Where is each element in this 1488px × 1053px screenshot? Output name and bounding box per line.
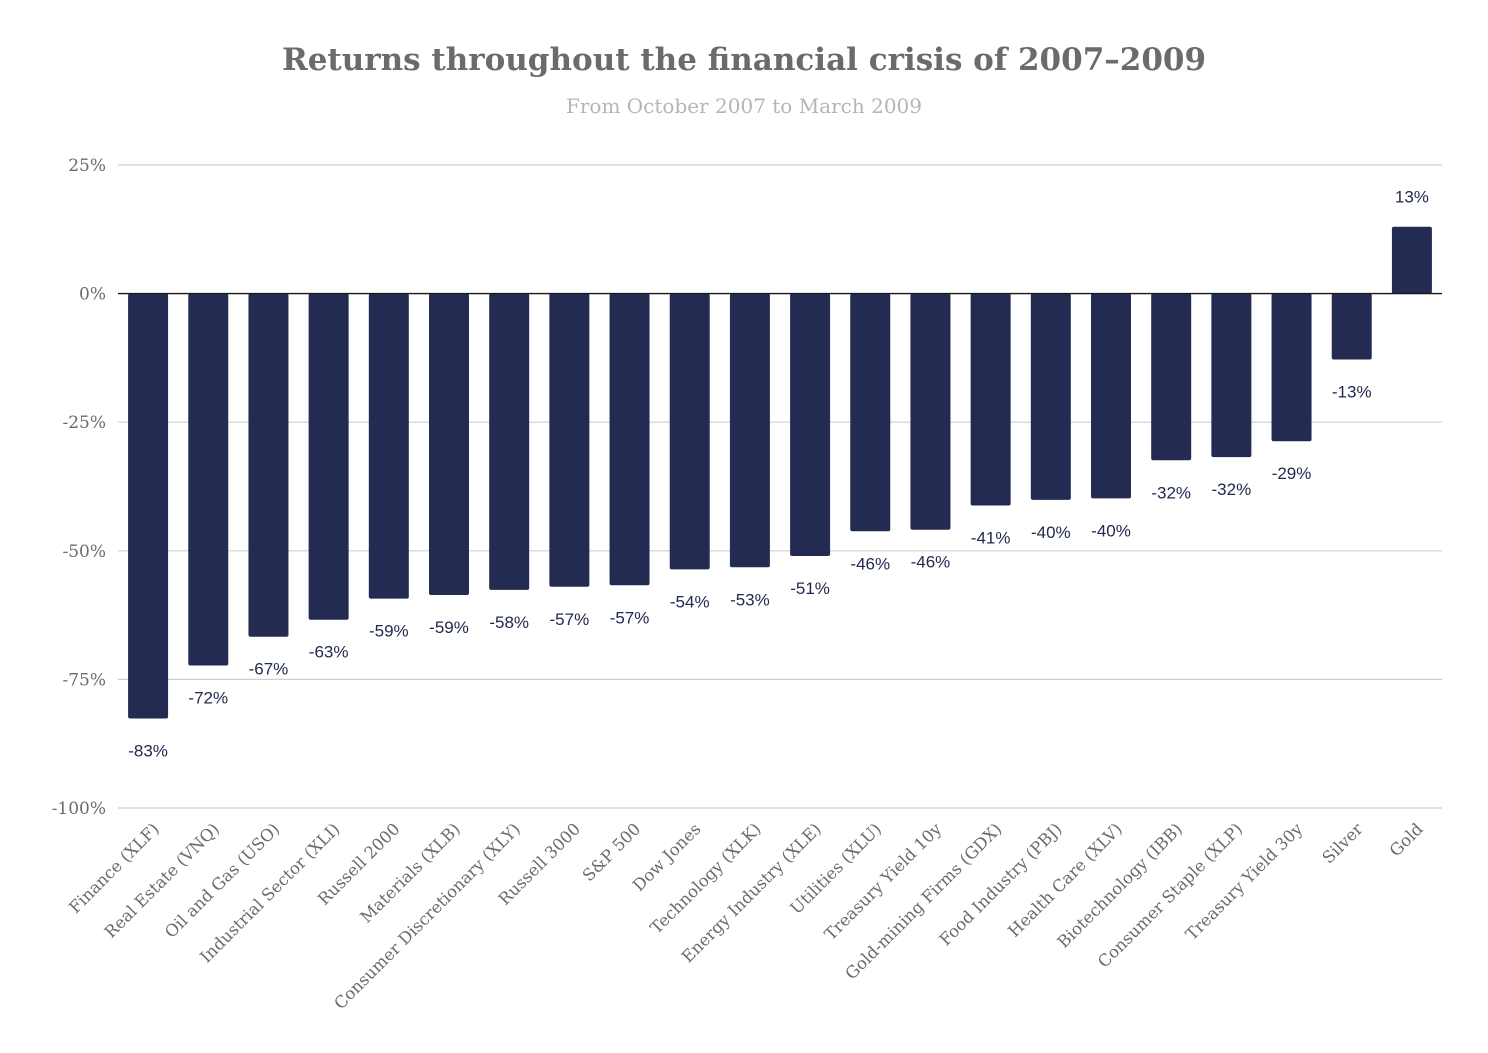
y-tick-label: -50% — [62, 542, 106, 562]
bar — [729, 293, 770, 568]
bar — [128, 293, 169, 719]
data-label: -63% — [309, 643, 349, 662]
bar — [368, 293, 409, 599]
bar — [1091, 293, 1131, 499]
data-label: -40% — [1091, 521, 1131, 540]
x-category-label: Oil and Gas (USO) — [161, 819, 283, 941]
data-label: -13% — [1332, 382, 1372, 401]
x-category-label: Materials (XLB) — [356, 819, 463, 926]
x-category-label: Technology (XLK) — [647, 819, 765, 937]
bar — [429, 293, 469, 596]
x-category-label: Real Estate (VNQ) — [101, 819, 223, 941]
bar — [1391, 226, 1432, 294]
data-label: 13% — [1395, 188, 1429, 207]
data-label: -83% — [128, 741, 168, 760]
bar — [850, 293, 891, 532]
x-category-label: Gold — [1386, 819, 1427, 860]
data-label: -46% — [911, 553, 951, 572]
bar — [970, 293, 1011, 506]
y-axis-ticks: 25% 0% -25% -50% -75% -100% — [52, 156, 106, 819]
bar — [549, 293, 590, 587]
data-label: -57% — [610, 608, 650, 627]
x-category-label: Treasury Yield 10y — [821, 819, 946, 944]
y-tick-label: 25% — [68, 156, 106, 176]
bar — [1271, 293, 1312, 442]
data-label: -58% — [489, 613, 529, 632]
y-tick-label: 0% — [79, 285, 106, 305]
bar — [1211, 293, 1252, 458]
data-label: -40% — [1031, 523, 1071, 542]
y-tick-label: -100% — [52, 799, 106, 819]
bar — [669, 293, 710, 570]
chart-subtitle: From October 2007 to March 2009 — [565, 94, 923, 118]
data-label: -29% — [1272, 464, 1312, 483]
y-tick-label: -75% — [62, 670, 106, 690]
data-label: -32% — [1212, 480, 1252, 499]
x-category-label: Treasury Yield 30y — [1182, 819, 1307, 944]
data-label: -32% — [1151, 483, 1191, 502]
data-label: -67% — [249, 660, 289, 679]
bar — [489, 293, 530, 590]
data-labels: -83% -72% -67% -63% -59% -59% -58% -57% -57% -54%… — [128, 188, 1429, 761]
bar — [1151, 293, 1192, 461]
bar — [1030, 293, 1071, 500]
data-label: -53% — [730, 590, 770, 609]
data-label: -46% — [850, 554, 890, 573]
data-label: -72% — [188, 689, 228, 708]
data-label: -51% — [790, 579, 830, 598]
data-label: -41% — [971, 529, 1011, 548]
bar — [308, 293, 349, 620]
bar — [790, 293, 831, 556]
chart-title: Returns throughout the financial crisis … — [281, 42, 1207, 78]
bar — [609, 293, 650, 586]
x-category-label: Silver — [1319, 819, 1367, 867]
data-label: -59% — [369, 622, 409, 641]
bar — [188, 293, 229, 666]
bar — [910, 293, 951, 530]
x-category-label: Health Care (XLV) — [1004, 819, 1125, 940]
bar — [248, 293, 289, 637]
y-tick-label: -25% — [62, 413, 106, 433]
x-axis-categories: Finance (XLF)Real Estate (VNQ)Oil and Ga… — [65, 819, 1427, 1013]
bars — [128, 226, 1432, 719]
data-label: -57% — [550, 610, 590, 629]
bar — [1331, 293, 1372, 360]
data-label: -59% — [429, 618, 469, 637]
data-label: -54% — [670, 592, 710, 611]
